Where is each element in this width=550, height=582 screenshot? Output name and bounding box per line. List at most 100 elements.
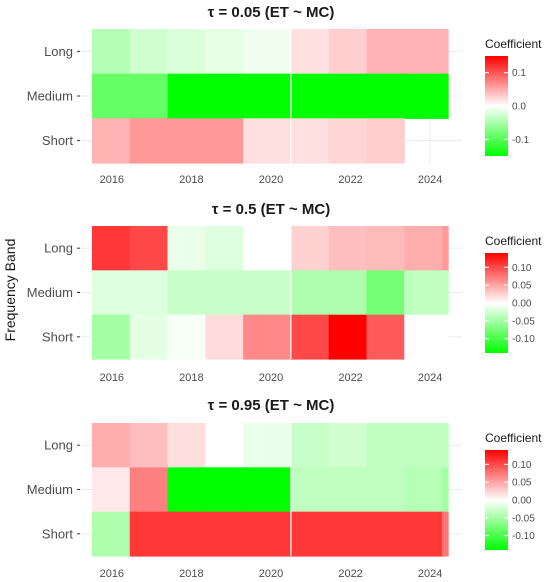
heatmap-cell (366, 226, 405, 271)
heatmap-cell (167, 73, 206, 119)
legend-tick-label: 0.10 (512, 460, 532, 471)
legend-tick-label: -0.05 (512, 316, 535, 327)
heatmap-cell (205, 226, 244, 271)
heatmap-cell (129, 511, 169, 557)
heatmap-cell (129, 29, 169, 75)
x-tick-label: 2016 (100, 568, 124, 580)
legend-tick-label: 0.00 (512, 496, 532, 507)
heatmap-cell (328, 511, 368, 557)
y-tick-label: Medium (27, 285, 73, 300)
legend-tick-label: -0.1 (512, 135, 530, 146)
heatmap-cell (129, 270, 169, 316)
heatmap-cell (243, 73, 292, 119)
legend-tick-label: -0.10 (512, 531, 535, 542)
heatmap-cell (328, 423, 368, 468)
heatmap-cell (442, 226, 449, 271)
legend-title: Coefficient (485, 37, 542, 51)
x-tick-label: 2024 (418, 568, 442, 580)
x-tick-label: 2020 (259, 174, 283, 186)
heatmap-cell (205, 73, 244, 119)
heatmap-cell (404, 314, 443, 360)
heatmap-panel-3: τ = 0.95 (ET ~ MC) Long Medium Short 2016 201… (27, 397, 542, 580)
chart-title: τ = 0.05 (ET ~ MC) (208, 4, 335, 21)
y-tick-label: Long (44, 438, 73, 453)
legend-title: Coefficient (485, 431, 542, 445)
y-tick-label: Medium (27, 482, 73, 497)
heatmap-cell (442, 270, 449, 316)
heatmap-cell (205, 29, 244, 75)
y-tick-label: Medium (27, 89, 73, 104)
heatmap-cell (366, 423, 405, 468)
heatmap-cell (167, 118, 206, 164)
heatmap-cell (91, 73, 131, 119)
heatmap-cell (328, 226, 368, 271)
heatmap-cell (205, 270, 244, 316)
heatmap-cell (205, 511, 244, 557)
heatmap-cell (167, 467, 206, 513)
heatmap-cell (290, 29, 330, 75)
heatmap-cell (243, 118, 292, 164)
heatmap-cell (91, 511, 131, 557)
heatmap-cell (243, 423, 292, 468)
heatmap-cell (91, 423, 131, 468)
heatmap-cell (366, 270, 405, 316)
heatmap-cell (328, 467, 368, 513)
legend-tick-label: -0.10 (512, 334, 535, 345)
x-tick-label: 2018 (179, 174, 203, 186)
legend-tick-label: 0.10 (512, 263, 532, 274)
heatmap-cell (404, 511, 443, 557)
x-tick-label: 2020 (259, 372, 283, 384)
x-tick-label: 2016 (100, 174, 124, 186)
heatmap-cell (91, 467, 131, 513)
heatmap-cell (129, 467, 169, 513)
heatmap-cell (328, 73, 368, 119)
heatmap-panel-2: τ = 0.5 (ET ~ MC) Long Medium Short 2016 2018… (27, 201, 542, 384)
heatmap-cell (328, 118, 368, 164)
heatmap-cell (290, 314, 330, 360)
heatmap-cell (290, 423, 330, 468)
heatmap-cell (290, 118, 330, 164)
heatmap-cell (129, 118, 169, 164)
heatmap-cell (91, 226, 131, 271)
heatmap-cell (366, 73, 405, 119)
heatmap-cell (243, 29, 292, 75)
heatmap-cell (328, 314, 368, 360)
chart-title: τ = 0.95 (ET ~ MC) (208, 397, 335, 414)
legend-title: Coefficient (485, 234, 542, 248)
heatmap-cell (129, 226, 169, 271)
heatmap-cell (290, 270, 330, 316)
x-tick-label: 2022 (338, 568, 362, 580)
heatmap-cell (129, 73, 169, 119)
y-tick-label: Short (42, 526, 73, 541)
heatmap-cell (205, 423, 244, 468)
y-axis-label: Frequency Band (2, 239, 18, 342)
heatmap-cell (243, 226, 292, 271)
x-tick-label: 2024 (418, 174, 442, 186)
heatmap-cell (290, 226, 330, 271)
heatmap-cell (442, 467, 449, 513)
heatmap-cell (442, 29, 449, 75)
heatmap-cell (366, 118, 405, 164)
heatmap-cell (167, 423, 206, 468)
heatmap-cell (404, 226, 443, 271)
heatmap-cell (243, 270, 292, 316)
heatmap-cell (328, 29, 368, 75)
chart-title: τ = 0.5 (ET ~ MC) (212, 201, 330, 218)
heatmap-cell (129, 423, 169, 468)
heatmap-cell (366, 467, 405, 513)
heatmap-cell (167, 270, 206, 316)
heatmap-cell (290, 511, 330, 557)
heatmap-cell (404, 423, 443, 468)
heatmap-cell (404, 270, 443, 316)
heatmap-cell (366, 511, 405, 557)
heatmap-cell (91, 29, 131, 75)
heatmap-cell (404, 73, 443, 119)
legend-colorbar (485, 56, 508, 156)
legend-tick-label: -0.05 (512, 513, 535, 524)
heatmap-cell (129, 314, 169, 360)
heatmap-cell (205, 314, 244, 360)
x-tick-label: 2022 (338, 372, 362, 384)
heatmap-panel-1: τ = 0.05 (ET ~ MC) Long Medium Short 2016 201… (27, 4, 542, 186)
heatmap-cell (442, 314, 449, 360)
